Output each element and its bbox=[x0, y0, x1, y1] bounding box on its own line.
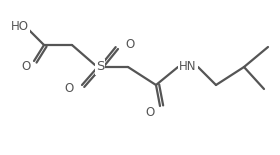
Text: O: O bbox=[145, 106, 155, 120]
Text: HN: HN bbox=[179, 60, 197, 73]
Text: S: S bbox=[96, 60, 104, 73]
Text: O: O bbox=[64, 82, 74, 95]
Text: O: O bbox=[125, 38, 135, 51]
Text: O: O bbox=[21, 60, 31, 73]
Text: HO: HO bbox=[11, 20, 29, 33]
